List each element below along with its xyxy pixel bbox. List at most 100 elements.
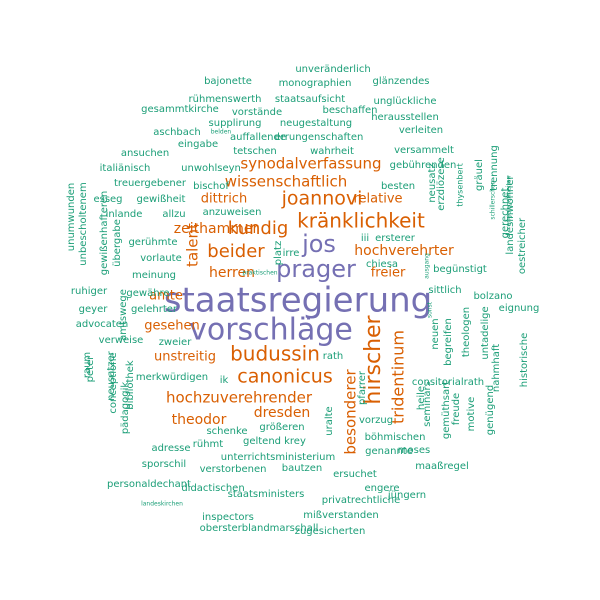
word-26: relative — [353, 192, 402, 207]
word-74: sittlich — [428, 285, 461, 296]
word-82: rath — [323, 351, 344, 362]
word-84: merkwürdigen — [136, 372, 208, 383]
word-89: böhmischen — [365, 432, 426, 443]
word-69: vorlaute — [140, 253, 181, 264]
word-17: besonderer — [342, 369, 360, 455]
word-59: gewißheit — [137, 194, 186, 205]
word-76: geyer — [79, 304, 109, 315]
word-92: adresse — [151, 443, 190, 454]
word-120: neusatzer — [106, 350, 117, 400]
word-6: kränklichkeit — [297, 209, 425, 233]
word-46: verleiten — [399, 125, 443, 136]
word-93: rühmt — [193, 439, 224, 450]
word-43: belden — [211, 129, 232, 136]
word-148: ausgang — [424, 253, 431, 279]
word-115: gewißenhafteren — [99, 191, 110, 276]
word-1: staatsregierung — [164, 281, 433, 321]
word-7: budussin — [230, 342, 320, 366]
word-146: schillerschen — [490, 180, 497, 219]
word-142: oestreicher — [517, 217, 528, 274]
word-51: versammelt — [394, 145, 454, 156]
word-90: geltend — [243, 436, 281, 447]
word-143: neusatz — [427, 163, 438, 202]
word-110: inspectors — [202, 512, 254, 523]
word-61: allzu — [162, 209, 185, 220]
word-129: begreifen — [443, 318, 454, 366]
word-3: prager — [276, 255, 356, 283]
word-70: meinung — [132, 270, 176, 281]
word-13: talent — [184, 223, 202, 267]
word-25: dittrich — [201, 192, 247, 207]
word-41: herausstellen — [371, 112, 439, 123]
word-62: anzuweisen — [203, 207, 262, 218]
word-139: trennung — [489, 145, 500, 191]
word-131: untadelige — [480, 306, 491, 359]
word-116: übergabe — [112, 219, 123, 267]
word-56: bischof — [193, 181, 229, 192]
word-18: zeithammer — [174, 221, 259, 237]
word-106: privatrechtliche — [322, 495, 401, 506]
word-50: wahrheit — [310, 146, 354, 157]
word-112: zugesicherten — [295, 526, 366, 537]
word-113: unumwunden — [66, 183, 77, 251]
word-8: joannovi — [281, 188, 363, 210]
word-19: hochverehrter — [354, 243, 454, 259]
word-114: unbescholtenem — [78, 182, 89, 265]
word-134: gemüthsart — [441, 381, 452, 439]
word-97: sporschil — [142, 459, 186, 470]
word-95: unterrichtsministerium — [221, 452, 335, 463]
word-15: wissenschaftlich — [225, 173, 348, 191]
word-104: engere — [364, 483, 399, 494]
word-140: gerechnet — [500, 188, 511, 239]
word-31: bajonette — [204, 76, 252, 87]
word-96: genannte — [365, 446, 413, 457]
word-121: conceptione — [108, 352, 119, 413]
word-149: sonst — [427, 301, 434, 318]
word-119: peter — [85, 355, 96, 383]
word-130: theologen — [461, 307, 472, 357]
word-117: amtswege — [118, 289, 129, 341]
word-86: ik — [220, 375, 229, 386]
word-100: verstorbenen — [200, 464, 267, 475]
word-30: monographien — [279, 78, 352, 89]
word-101: ersuchet — [333, 469, 377, 480]
word-141: landesinwohner — [505, 174, 516, 254]
word-87: größeren — [259, 422, 304, 433]
word-2: vorschläge — [189, 313, 353, 348]
word-39: supplirung — [209, 118, 262, 129]
word-88: schenke — [206, 426, 247, 437]
word-135: freude — [451, 393, 462, 425]
word-34: staatsaufsicht — [275, 94, 345, 105]
word-94: moses — [398, 445, 430, 456]
word-83: vorzug — [359, 415, 393, 426]
word-67: irre — [283, 248, 300, 259]
word-36: gesammtkirche — [141, 104, 219, 115]
word-85: consitorialrath — [412, 377, 484, 388]
word-150: praktischen — [242, 270, 277, 277]
word-99: maaßregel — [415, 461, 469, 472]
word-21: theodor — [172, 412, 227, 428]
word-29: unveränderlich — [295, 64, 370, 75]
word-60: inlande — [106, 209, 143, 220]
word-64: ersterer — [375, 233, 416, 244]
word-23: unstreitig — [154, 350, 216, 365]
word-147: angelegenheiten — [506, 175, 513, 226]
word-68: platz — [273, 241, 284, 265]
word-71: begünstigt — [433, 264, 487, 275]
word-28: amte — [149, 289, 183, 304]
word-35: unglückliche — [374, 96, 437, 107]
word-4: jos — [301, 230, 336, 258]
word-9: canonicus — [237, 366, 332, 388]
word-20: herren — [209, 265, 255, 281]
word-78: eignung — [499, 303, 540, 314]
word-16: hochzuverehrender — [166, 389, 313, 407]
word-53: gebührenden — [390, 160, 457, 171]
word-145: erzdiözese — [436, 157, 447, 211]
word-102: personaldechant — [107, 479, 191, 490]
word-45: errungenschaften — [275, 132, 364, 143]
word-79: advocaten — [76, 319, 129, 330]
word-63: chiesa — [366, 259, 398, 270]
word-138: gräuel — [474, 159, 485, 191]
word-11: kundig — [228, 218, 289, 239]
word-5: hirscher — [361, 314, 386, 404]
